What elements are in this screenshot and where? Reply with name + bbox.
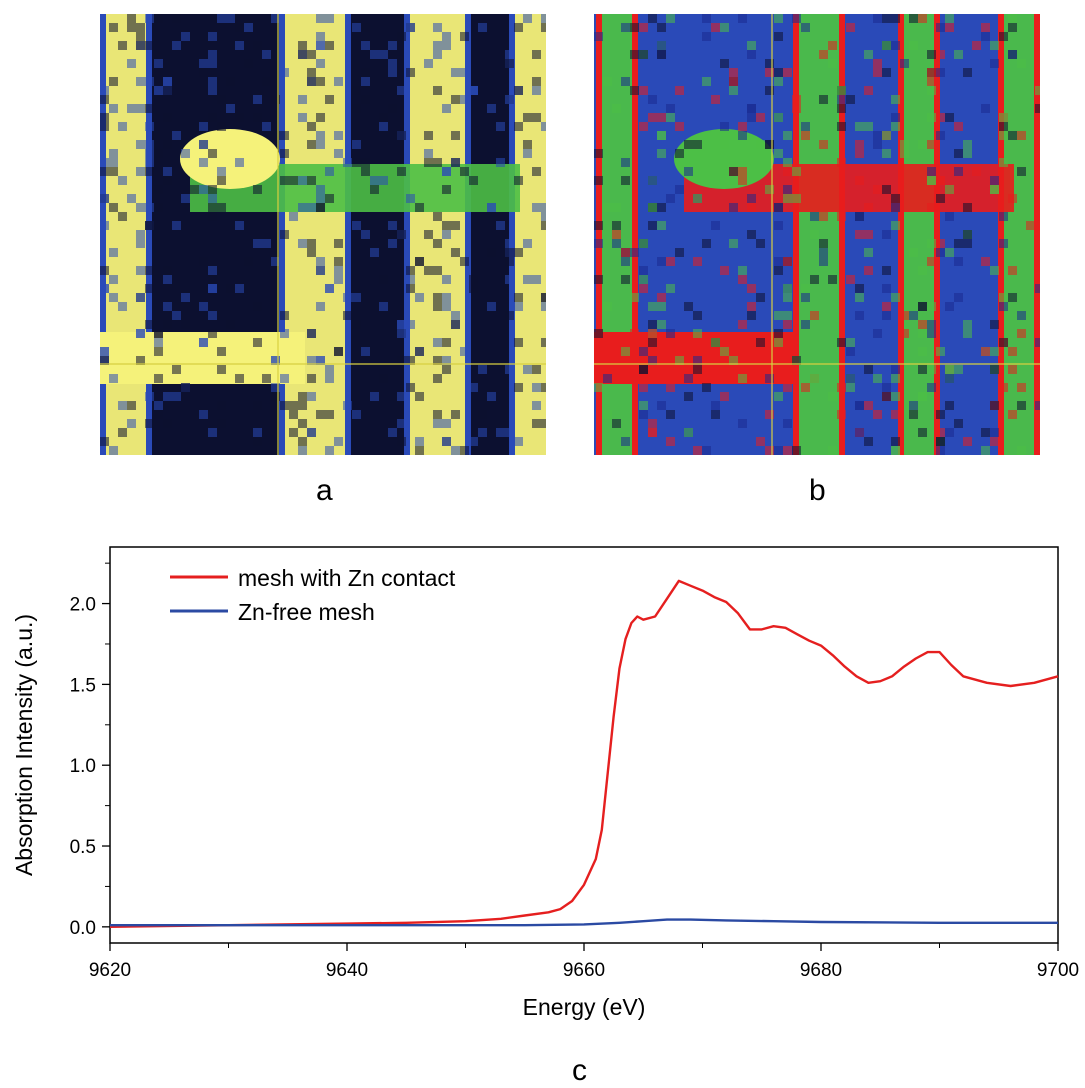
series-line-0 <box>109 579 1059 928</box>
map-panel-a <box>100 14 546 455</box>
y-axis-label: Absorption Intensity (a.u.) <box>11 614 37 876</box>
legend: mesh with Zn contact Zn-free mesh <box>170 565 456 625</box>
x-tick-label: 9700 <box>1037 960 1079 981</box>
map-image-a <box>100 14 546 455</box>
x-tick-label: 9680 <box>800 960 842 981</box>
y-tick-label: 2.0 <box>70 595 96 616</box>
y-tick-label: 1.0 <box>70 756 96 777</box>
x-axis-label: Energy (eV) <box>523 994 646 1020</box>
legend-label-0: mesh with Zn contact <box>238 565 456 591</box>
x-axis: 9620 9640 9660 9680 9700 <box>89 943 1079 981</box>
y-axis: 0.0 0.5 1.0 1.5 2.0 <box>70 562 110 939</box>
x-tick-label: 9660 <box>563 960 605 981</box>
series-layer <box>109 579 1059 928</box>
map-image-b <box>594 14 1040 455</box>
y-tick-label: 0.5 <box>70 837 96 858</box>
y-tick-label: 1.5 <box>70 675 96 696</box>
legend-label-1: Zn-free mesh <box>238 599 375 625</box>
panel-label-a: a <box>316 474 333 507</box>
y-tick-label: 0.0 <box>70 918 96 939</box>
map-panel-b <box>594 14 1040 455</box>
panel-label-c: c <box>572 1054 587 1087</box>
series-line-1 <box>110 918 1058 927</box>
absorption-chart: 9620 9640 9660 9680 9700 0.0 0.5 1.0 1.5 2.0 mes… <box>11 546 1079 1020</box>
x-tick-label: 9640 <box>326 960 368 981</box>
panel-label-b: b <box>809 474 826 507</box>
x-tick-label: 9620 <box>89 960 131 981</box>
